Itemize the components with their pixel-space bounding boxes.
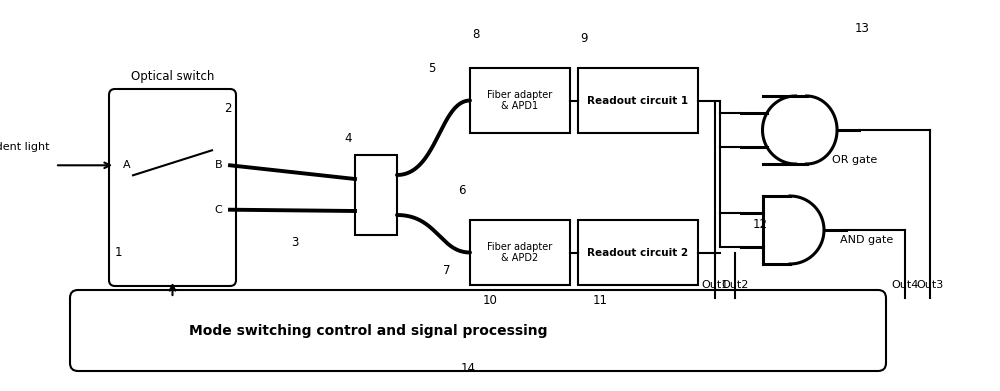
- Text: 7: 7: [443, 264, 451, 276]
- Text: 5: 5: [428, 61, 436, 75]
- Bar: [578, 220, 698, 285]
- Text: 12: 12: [753, 219, 768, 231]
- Text: 9: 9: [580, 32, 588, 45]
- FancyBboxPatch shape: [70, 290, 886, 371]
- Text: 4: 4: [344, 131, 352, 145]
- Text: Mode switching control and signal processing: Mode switching control and signal proces…: [189, 323, 547, 337]
- Text: 3: 3: [291, 235, 299, 249]
- Text: Optical switch: Optical switch: [131, 70, 214, 83]
- Text: 11: 11: [592, 294, 608, 307]
- Bar: [470, 220, 570, 285]
- Bar: [578, 68, 698, 133]
- Text: Readout circuit 1: Readout circuit 1: [587, 95, 689, 106]
- Text: B: B: [214, 160, 222, 170]
- Bar: [355, 155, 397, 235]
- Text: 6: 6: [458, 183, 466, 197]
- Text: 14: 14: [460, 362, 476, 375]
- Text: Fiber adapter
& APD2: Fiber adapter & APD2: [487, 242, 553, 263]
- Text: 10: 10: [483, 294, 497, 307]
- FancyBboxPatch shape: [109, 89, 236, 286]
- Text: OR gate: OR gate: [832, 155, 877, 165]
- Text: Out4: Out4: [891, 280, 919, 290]
- Text: A: A: [123, 160, 131, 170]
- Text: AND gate: AND gate: [840, 235, 893, 245]
- Text: Out2: Out2: [721, 280, 749, 290]
- Text: Out3: Out3: [916, 280, 944, 290]
- Text: Readout circuit 2: Readout circuit 2: [587, 248, 689, 258]
- Text: Fiber adapter
& APD1: Fiber adapter & APD1: [487, 90, 553, 111]
- Text: 2: 2: [224, 102, 232, 115]
- Text: 1: 1: [114, 246, 122, 258]
- Bar: [470, 68, 570, 133]
- Text: C: C: [214, 205, 222, 215]
- Text: 8: 8: [472, 29, 480, 41]
- Text: 13: 13: [855, 22, 869, 34]
- Text: Incident light: Incident light: [0, 142, 50, 152]
- Text: Out1: Out1: [701, 280, 729, 290]
